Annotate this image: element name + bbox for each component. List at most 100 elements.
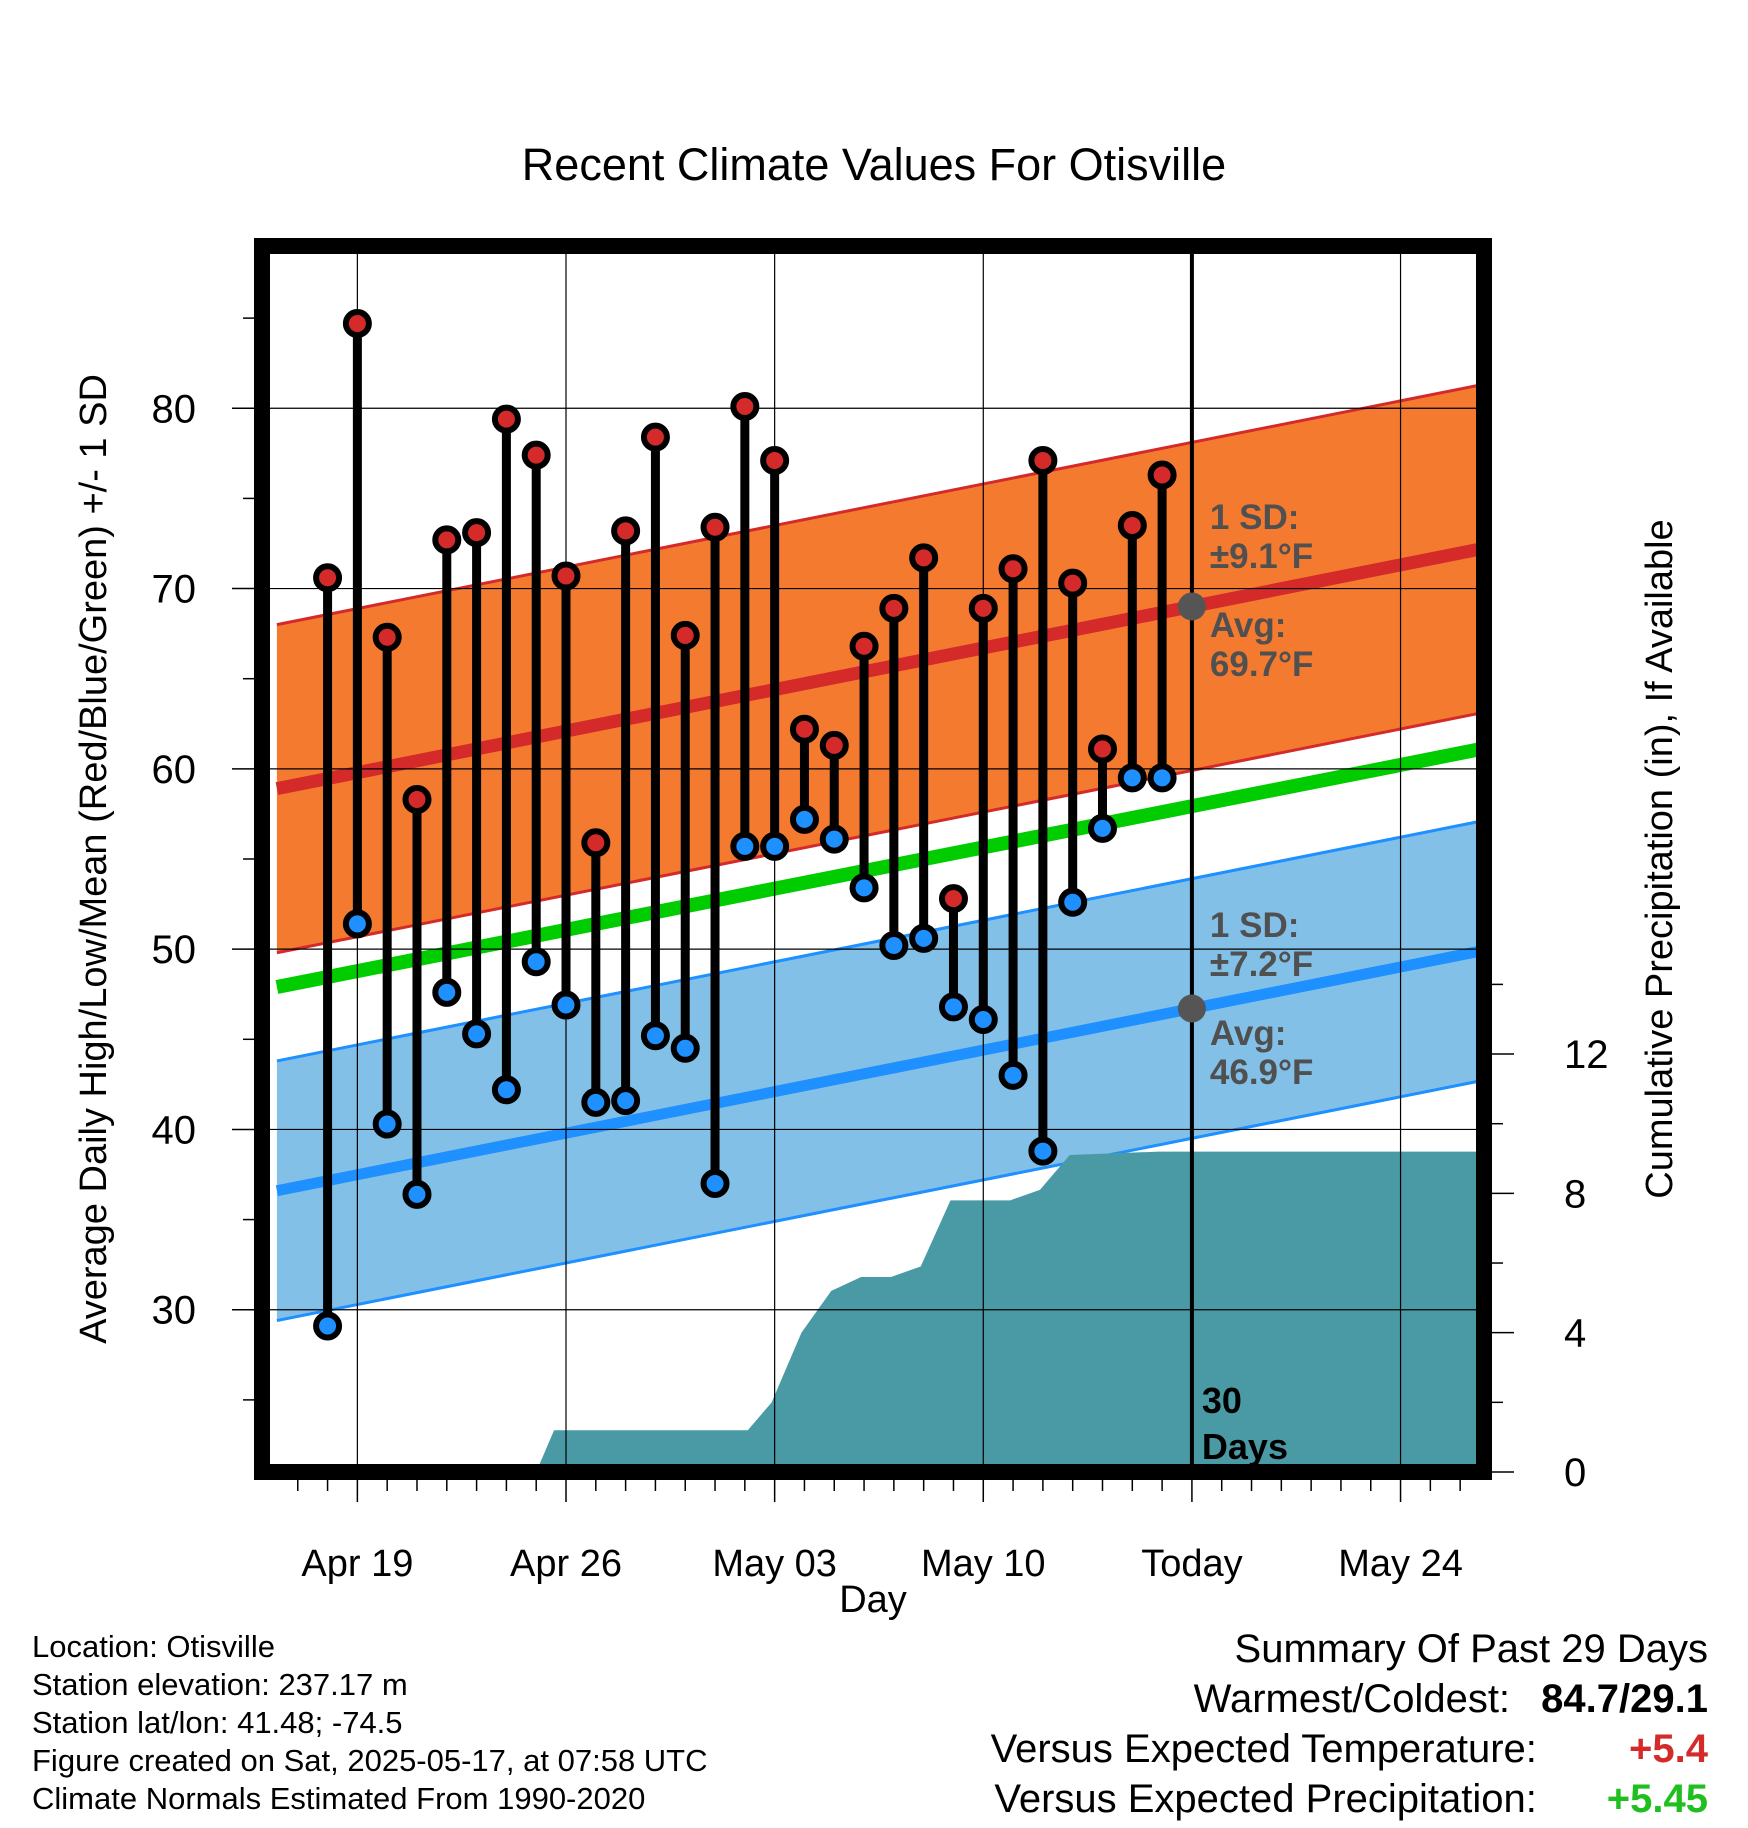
daily-low-point — [551, 990, 581, 1020]
days-count-value: 30 — [1202, 1380, 1242, 1421]
daily-high-point — [1028, 446, 1058, 476]
daily-low-point — [611, 1086, 641, 1116]
low-sd-value: ±7.2°F — [1210, 945, 1313, 984]
precip-area — [536, 1151, 1484, 1472]
x-axis-title: Day — [839, 1579, 907, 1620]
high-avg-value: 69.7°F — [1210, 645, 1314, 684]
daily-low-point — [968, 1004, 998, 1034]
low-sd-label: 1 SD: — [1210, 906, 1299, 945]
y2-tick-label: 0 — [1564, 1451, 1586, 1495]
daily-high-point — [521, 440, 551, 470]
daily-high-point — [491, 404, 521, 434]
daily-high-point — [730, 391, 760, 421]
daily-high-point — [402, 785, 432, 815]
x-tick-label: May 24 — [1338, 1543, 1463, 1585]
daily-high-point — [372, 622, 402, 652]
daily-low-point — [998, 1060, 1028, 1090]
chart-title: Recent Climate Values For Otisville — [522, 139, 1226, 190]
latlon-text: Station lat/lon: 41.48; -74.5 — [32, 1705, 403, 1740]
daily-high-point — [640, 422, 670, 452]
daily-high-point — [432, 525, 462, 555]
normals-text: Climate Normals Estimated From 1990-2020 — [32, 1781, 646, 1816]
low-avg-value: 46.9°F — [1210, 1053, 1314, 1092]
daily-high-point — [611, 516, 641, 546]
low-avg-label: Avg: — [1210, 1014, 1286, 1053]
warmest-coldest-label: Warmest/Coldest: — [1193, 1677, 1511, 1721]
temp-value: +5.4 — [1629, 1727, 1708, 1771]
elevation-text: Station elevation: 237.17 m — [32, 1667, 408, 1702]
daily-high-point — [1147, 460, 1177, 490]
high-avg-label: Avg: — [1210, 606, 1286, 645]
daily-high-point — [700, 512, 730, 542]
y2-tick-label: 4 — [1564, 1312, 1586, 1356]
location-text: Location: Otisville — [32, 1629, 275, 1664]
daily-high-point — [819, 730, 849, 760]
summary-precip: Versus Expected Precipitation: +5.45 — [991, 1774, 1708, 1824]
daily-low-point — [521, 947, 551, 977]
daily-low-point — [1147, 763, 1177, 793]
climate-chart: Recent Climate Values For Otisville 30 4 0… — [73, 139, 1681, 1620]
daily-low-point — [670, 1033, 700, 1063]
x-tick-label: May 10 — [921, 1543, 1046, 1585]
low-avg-line — [275, 945, 1483, 1197]
x-tick-label: May 03 — [712, 1543, 837, 1585]
daily-low-point — [581, 1087, 611, 1117]
summary-warmest-coldest: Warmest/Coldest: 84.7/29.1 — [991, 1674, 1708, 1724]
daily-low-point — [462, 1019, 492, 1049]
summary-temp: Versus Expected Temperature: +5.4 — [991, 1724, 1708, 1774]
y-tick-label: 60 — [152, 748, 197, 792]
daily-low-point — [789, 804, 819, 834]
daily-high-point — [313, 563, 343, 593]
daily-high-point — [998, 554, 1028, 584]
daily-high-point — [1117, 510, 1147, 540]
high-sd-label: 1 SD: — [1210, 498, 1299, 537]
daily-low-point — [760, 831, 790, 861]
daily-low-point — [730, 831, 760, 861]
summary-title: Summary Of Past 29 Days — [1234, 1627, 1708, 1671]
sd-band-edge — [276, 1079, 1482, 1323]
y-tick-label: 30 — [152, 1289, 197, 1333]
daily-low-point — [879, 931, 909, 961]
daily-low-point — [342, 909, 372, 939]
daily-low-point — [402, 1179, 432, 1209]
daily-high-point — [1087, 734, 1117, 764]
daily-high-point — [551, 561, 581, 591]
temp-label: Versus Expected Temperature: — [990, 1727, 1537, 1771]
y-tick-label: 70 — [152, 568, 197, 612]
daily-low-point — [1058, 887, 1088, 917]
daily-high-point — [909, 543, 939, 573]
daily-low-point — [1028, 1136, 1058, 1166]
x-tick-label: Apr 26 — [510, 1543, 622, 1585]
daily-low-point — [372, 1109, 402, 1139]
daily-low-point — [819, 824, 849, 854]
daily-high-point — [968, 593, 998, 623]
daily-low-point — [700, 1169, 730, 1199]
warmest-coldest-value: 84.7/29.1 — [1541, 1677, 1708, 1721]
days-count-unit: Days — [1202, 1426, 1288, 1467]
y2-tick-label: 12 — [1564, 1033, 1609, 1077]
daily-low-point — [1087, 813, 1117, 843]
y2-axis-title: Cumulative Precipitation (in), If Availa… — [1639, 519, 1681, 1198]
daily-high-point — [789, 714, 819, 744]
daily-high-point — [1058, 568, 1088, 598]
daily-low-point — [313, 1311, 343, 1341]
daily-high-point — [581, 828, 611, 858]
y2-tick-label: 8 — [1564, 1172, 1586, 1216]
today-high-normal-marker — [1177, 592, 1206, 621]
daily-high-point — [342, 309, 372, 339]
daily-low-point — [491, 1075, 521, 1105]
plot-frame — [254, 238, 1492, 1480]
precip-value: +5.45 — [1606, 1777, 1708, 1821]
daily-low-point — [909, 923, 939, 953]
daily-high-point — [938, 884, 968, 914]
daily-low-point — [1117, 763, 1147, 793]
daily-high-point — [879, 593, 909, 623]
daily-high-point — [760, 446, 790, 476]
x-tick-label: Today — [1141, 1543, 1242, 1585]
daily-high-point — [849, 631, 879, 661]
y-tick-label: 50 — [152, 928, 197, 972]
daily-high-point — [670, 620, 700, 650]
y-tick-label: 80 — [152, 387, 197, 431]
daily-low-point — [938, 992, 968, 1022]
y-axis-title: Average Daily High/Low/Mean (Red/Blue/Gr… — [73, 374, 115, 1344]
